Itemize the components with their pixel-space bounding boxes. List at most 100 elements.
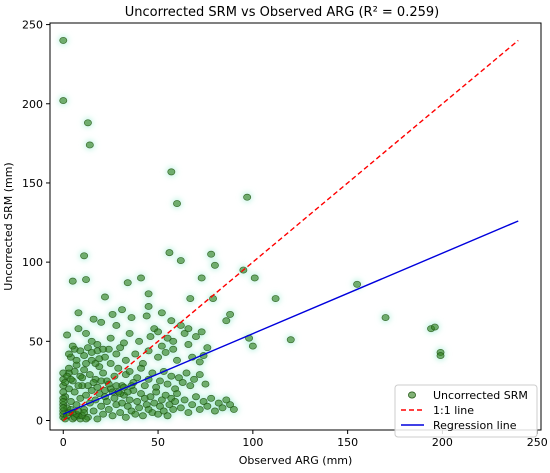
- scatter-point: [144, 347, 153, 355]
- scatter-point: [61, 379, 70, 386]
- scatter-point: [78, 374, 87, 382]
- x-tick-label: 150: [337, 436, 358, 449]
- scatter-point: [80, 409, 89, 417]
- scatter-point: [80, 352, 89, 360]
- scatter-point: [112, 322, 121, 329]
- scatter-point: [125, 329, 134, 337]
- scatter-point: [161, 391, 170, 399]
- scatter-point: [99, 369, 108, 377]
- scatter-point: [197, 274, 206, 282]
- y-axis: 0 50 100 150 200 250: [22, 19, 50, 427]
- scatter-point: [135, 404, 144, 412]
- scatter-point: [176, 404, 185, 412]
- scatter-point: [66, 398, 75, 405]
- scatter-point: [76, 394, 85, 402]
- scatter-point: [207, 250, 216, 258]
- scatter-point: [125, 367, 134, 375]
- scatter-point: [87, 348, 96, 356]
- scatter-point: [229, 405, 238, 413]
- scatter-point: [169, 345, 178, 353]
- scatter-point: [173, 200, 181, 207]
- scatter-point: [65, 385, 73, 393]
- scatter-point: [97, 402, 106, 410]
- scatter-point: [165, 249, 174, 257]
- scatter-point: [176, 322, 185, 329]
- scatter-point: [108, 310, 117, 318]
- scatter-point: [222, 396, 231, 404]
- scatter-point: [106, 334, 115, 342]
- scatter-point: [82, 391, 90, 399]
- scatter-point: [159, 407, 168, 415]
- legend-label: Regression line: [433, 419, 517, 432]
- scatter-point: [167, 372, 176, 380]
- scatter-point: [137, 274, 145, 282]
- scatter-point: [119, 339, 128, 347]
- scatter-point: [188, 401, 197, 409]
- scatter-point: [197, 328, 206, 336]
- scatter-point: [192, 393, 200, 401]
- scatter-point: [199, 398, 208, 405]
- scatter-point: [93, 383, 102, 391]
- x-tick-label: 0: [60, 436, 67, 449]
- scatter-point: [140, 382, 149, 390]
- scatter-point: [89, 315, 98, 323]
- scatter-point: [163, 412, 172, 420]
- x-tick-label: 200: [432, 436, 453, 449]
- scatter-point: [59, 404, 68, 412]
- scatter-point: [70, 367, 79, 375]
- scatter-point: [82, 276, 90, 284]
- scatter-point: [102, 398, 111, 405]
- scatter-point: [123, 388, 132, 396]
- scatter-point: [121, 413, 130, 421]
- scatter-point: [203, 402, 212, 410]
- scatter-point: [72, 401, 81, 409]
- scatter-point: [156, 377, 164, 385]
- x-tick-label: 50: [151, 436, 165, 449]
- scatter-point: [116, 409, 125, 417]
- legend-box: [394, 384, 538, 438]
- scatter-point: [226, 401, 235, 409]
- scatter-point: [195, 371, 204, 379]
- scatter-point: [180, 329, 189, 337]
- scatter-point: [195, 358, 204, 366]
- scatter-point: [89, 379, 98, 386]
- scatter-point: [59, 97, 68, 105]
- scatter-point: [112, 350, 121, 358]
- scatter-point: [214, 399, 223, 407]
- scatter-point: [106, 360, 115, 367]
- scatter-point: [127, 314, 136, 322]
- scatter-point: [286, 336, 295, 344]
- scatter-point: [121, 356, 130, 364]
- scatter-point: [123, 402, 132, 410]
- scatter-point: [63, 331, 72, 339]
- scatter-point: [169, 405, 178, 413]
- chart-title: Uncorrected SRM vs Observed ARG (R² = 0.…: [125, 5, 439, 20]
- scatter-point: [163, 334, 172, 342]
- scatter-point: [186, 382, 195, 390]
- scatter-point: [125, 396, 134, 404]
- scatter-point: [68, 277, 77, 285]
- scatter-point: [171, 398, 180, 405]
- scatter-point: [152, 388, 161, 396]
- scatter-point: [82, 415, 90, 423]
- y-tick-label: 150: [22, 177, 43, 190]
- scatter-point: [150, 399, 159, 407]
- scatter-point: [381, 314, 390, 322]
- scatter-point: [180, 396, 189, 404]
- scatter-point: [65, 364, 73, 372]
- scatter-point: [80, 366, 89, 374]
- scatter-point: [133, 398, 142, 405]
- scatter-point: [154, 410, 163, 418]
- scatter-point: [59, 36, 68, 44]
- legend-marker-scatter: [408, 391, 416, 399]
- scatter-point: [97, 318, 106, 326]
- scatter-point: [178, 379, 187, 386]
- scatter-point: [176, 257, 185, 264]
- legend-label: Uncorrected SRM: [433, 389, 528, 402]
- scatter-point: [184, 409, 193, 417]
- regression-line: [62, 220, 519, 415]
- scatter-point: [226, 310, 235, 318]
- legend-label: 1:1 line: [433, 404, 474, 417]
- scatter-point: [436, 352, 445, 360]
